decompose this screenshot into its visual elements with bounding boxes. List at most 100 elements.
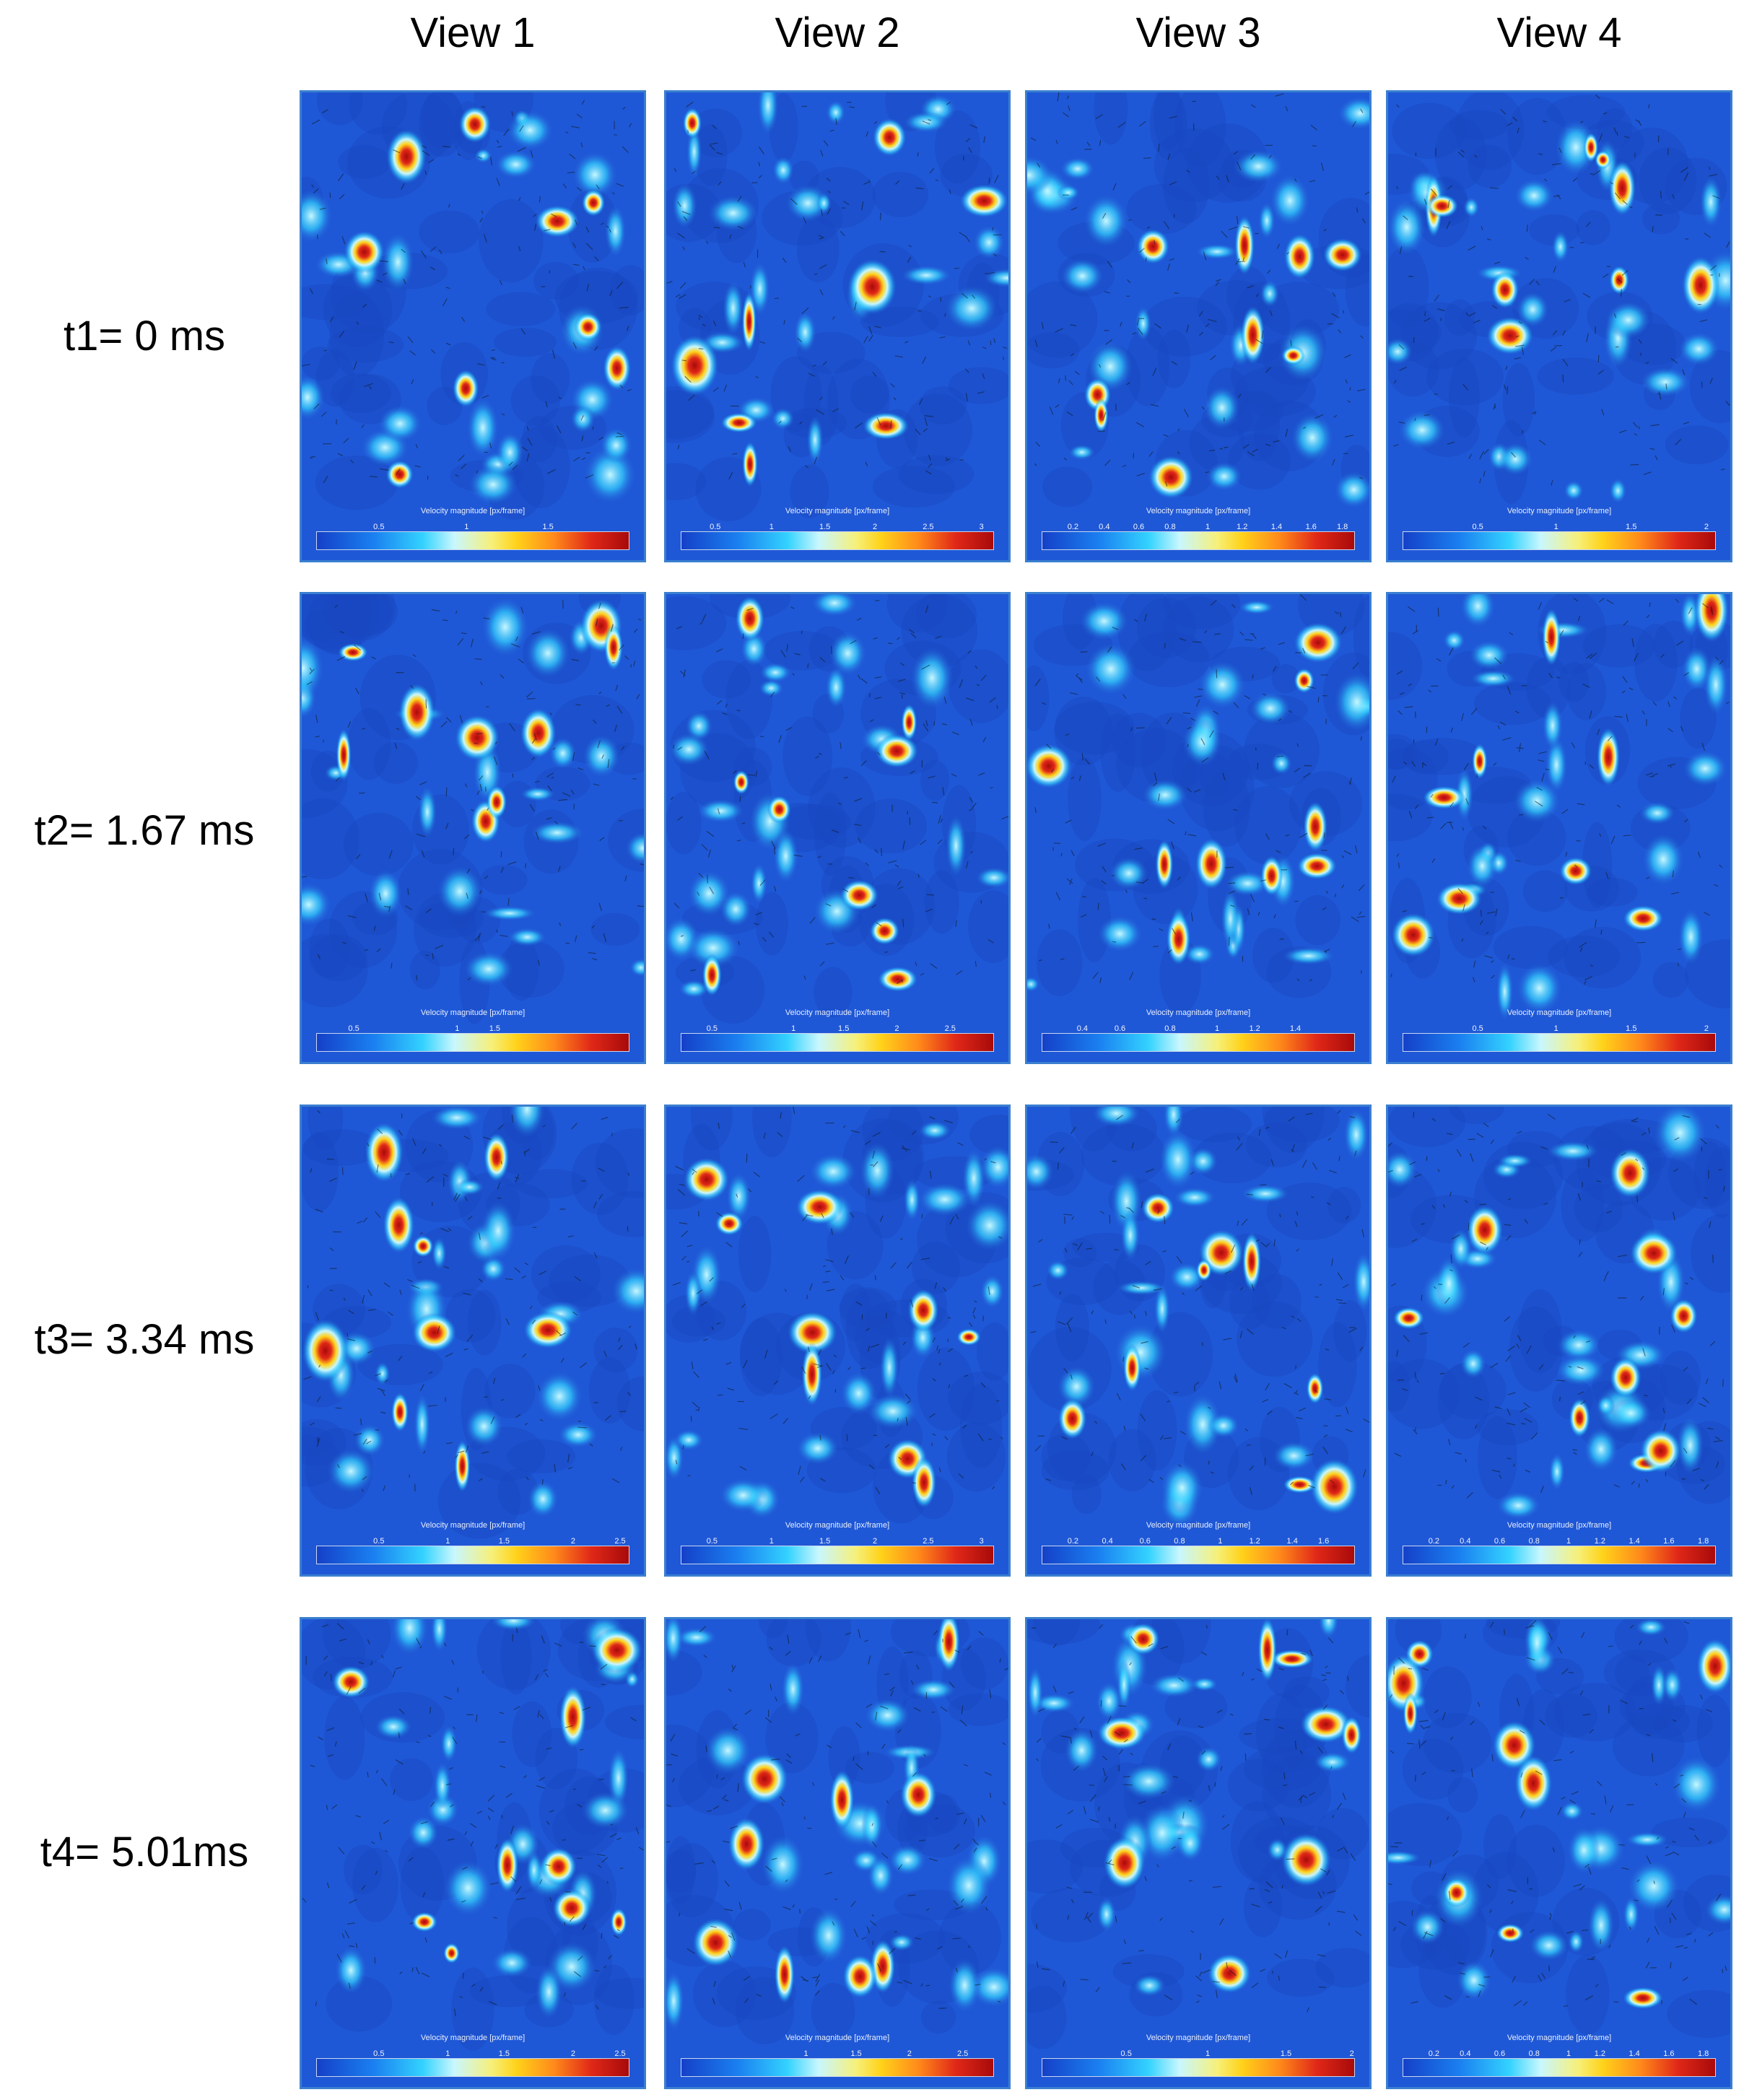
colorbar-tick-label: 2 [570, 1537, 575, 1546]
velocity-panel: Velocity magnitude [px/frame] 0.5 1 1.5 2 [1025, 1617, 1372, 2089]
colorbar-tick-label: 2 [570, 2049, 575, 2058]
colorbar-ticks: 0.2 0.4 0.6 0.8 1 1.2 1.4 1.6 1.8 [1403, 2049, 1716, 2060]
velocity-field-image [302, 92, 644, 560]
row-label-t1: t1= 0 ms [63, 312, 226, 360]
row-label-t2: t2= 1.67 ms [34, 806, 255, 854]
colorbar-tick-label: 1.4 [1286, 1537, 1298, 1546]
colorbar-tick-label: 1 [1553, 1024, 1558, 1033]
colorbar-tick-label: 1.5 [850, 2049, 862, 2058]
velocity-panel: Velocity magnitude [px/frame] 0.4 0.6 0.8 1 1… [1025, 592, 1372, 1064]
colorbar-tick-label: 0.5 [706, 1024, 718, 1033]
colorbar-tick-label: 1.2 [1594, 1537, 1606, 1546]
col-header-view-3: View 3 [1135, 9, 1261, 56]
colorbar-legend: Velocity magnitude [px/frame] 0.5 1 1.5 2 2.5 [672, 1008, 1003, 1056]
colorbar-tick-label: 1.5 [838, 1024, 850, 1033]
colorbar-tick-label: 0.8 [1174, 1537, 1185, 1546]
colorbar-legend: Velocity magnitude [px/frame] 0.5 1 1.5 2 2.5… [672, 1521, 1003, 1569]
colorbar-ticks: 0.2 0.4 0.6 0.8 1 1.2 1.4 1.6 [1042, 1537, 1355, 1547]
colorbar-tick-label: 0.5 [348, 1024, 359, 1033]
colorbar-ticks: 0.5 1 1.5 [316, 1024, 629, 1034]
colorbar-legend: Velocity magnitude [px/frame] 0.5 1 1.5 2 2.5 [308, 2034, 638, 2081]
colorbar-tick-label: 1.5 [1280, 2049, 1292, 2058]
colorbar-tick-label: 2 [1349, 2049, 1354, 2058]
velocity-field-image [666, 92, 1008, 560]
colorbar-title: Velocity magnitude [px/frame] [1146, 1521, 1251, 1530]
colorbar-ticks: 0.5 1 1.5 2 2.5 3 [681, 1537, 994, 1547]
colorbar-tick-label: 0.5 [706, 1537, 718, 1546]
velocity-field-image [666, 1107, 1008, 1574]
colorbar-legend: Velocity magnitude [px/frame] 0.4 0.6 0.8 1 1… [1033, 1008, 1364, 1056]
colorbar-legend: Velocity magnitude [px/frame] 0.5 1 1.5 2 [1033, 2034, 1364, 2081]
colorbar-tick-label: 0.6 [1139, 1537, 1151, 1546]
colorbar-tick-label: 2.5 [614, 2049, 626, 2058]
colorbar-tick-label: 0.5 [710, 523, 721, 531]
velocity-field-image [1027, 1619, 1369, 2087]
velocity-panel: Velocity magnitude [px/frame] 0.5 1 1.5 2 2.5… [664, 90, 1011, 562]
colorbar-legend: Velocity magnitude [px/frame] 0.2 0.4 0.6 0.… [1394, 2034, 1725, 2081]
colorbar-tick-label: 2.5 [956, 2049, 969, 2058]
colorbar-gradient [1403, 2058, 1716, 2077]
colorbar-title: Velocity magnitude [px/frame] [1507, 2034, 1612, 2042]
colorbar-gradient [316, 1546, 629, 1564]
colorbar-ticks: 0.2 0.4 0.6 0.8 1 1.2 1.4 1.6 1.8 [1042, 523, 1355, 533]
velocity-panel: Velocity magnitude [px/frame] 0.2 0.4 0.6 0.… [1025, 1105, 1372, 1577]
colorbar-tick-label: 0.6 [1114, 1024, 1126, 1033]
colorbar-tick-label: 1.2 [1249, 1024, 1260, 1033]
colorbar-tick-label: 1.6 [1663, 2049, 1675, 2058]
colorbar-tick-label: 1 [1566, 1537, 1571, 1546]
colorbar-gradient [681, 531, 994, 550]
colorbar-tick-label: 1 [455, 1024, 460, 1033]
colorbar-tick-label: 0.5 [1472, 1024, 1483, 1033]
colorbar-tick-label: 1.2 [1594, 2049, 1606, 2058]
colorbar-tick-label: 0.5 [373, 2049, 385, 2058]
colorbar-ticks: 1 1.5 2 2.5 [681, 2049, 994, 2060]
colorbar-tick-label: 1.6 [1305, 523, 1317, 531]
colorbar-tick-label: 1.6 [1663, 1537, 1675, 1546]
velocity-panel: Velocity magnitude [px/frame] 0.5 1 1.5 [300, 592, 646, 1064]
colorbar-tick-label: 1.8 [1336, 523, 1348, 531]
velocity-field-image [1388, 92, 1730, 560]
colorbar-tick-label: 1.8 [1697, 2049, 1709, 2058]
colorbar-legend: Velocity magnitude [px/frame] 0.2 0.4 0.6 0.… [1033, 507, 1364, 554]
colorbar-tick-label: 1 [803, 2049, 808, 2058]
colorbar-tick-label: 1 [1214, 1024, 1220, 1033]
colorbar-gradient [681, 2058, 994, 2077]
colorbar-tick-label: 0.6 [1494, 2049, 1506, 2058]
row-label-t3: t3= 3.34 ms [34, 1315, 255, 1363]
velocity-field-image [1388, 1107, 1730, 1574]
colorbar-title: Velocity magnitude [px/frame] [1507, 1521, 1612, 1530]
colorbar-legend: Velocity magnitude [px/frame] 0.2 0.4 0.6 0.… [1394, 1521, 1725, 1569]
colorbar-tick-label: 1.5 [1626, 1024, 1637, 1033]
colorbar-title: Velocity magnitude [px/frame] [785, 1008, 890, 1017]
colorbar-tick-label: 0.2 [1428, 1537, 1440, 1546]
colorbar-tick-label: 1 [769, 1537, 774, 1546]
colorbar-tick-label: 0.8 [1164, 523, 1176, 531]
colorbar-tick-label: 0.4 [1076, 1024, 1089, 1033]
velocity-panel: Velocity magnitude [px/frame] 0.5 1 1.5 2 2.5 [300, 1617, 646, 2089]
colorbar-tick-label: 1.4 [1629, 2049, 1640, 2058]
colorbar-ticks: 0.4 0.6 0.8 1 1.2 1.4 [1042, 1024, 1355, 1034]
colorbar-tick-label: 1 [464, 523, 469, 531]
velocity-field-image [666, 1619, 1008, 2087]
colorbar-tick-label: 0.8 [1164, 1024, 1176, 1033]
colorbar-tick-label: 1 [791, 1024, 796, 1033]
colorbar-tick-label: 0.6 [1133, 523, 1145, 531]
velocity-field-image [1027, 594, 1369, 1062]
colorbar-title: Velocity magnitude [px/frame] [420, 1008, 526, 1017]
colorbar-legend: Velocity magnitude [px/frame] 0.5 1 1.5 2 2.5 [308, 1521, 638, 1569]
colorbar-title: Velocity magnitude [px/frame] [785, 2034, 890, 2042]
colorbar-tick-label: 0.2 [1067, 523, 1079, 531]
colorbar-tick-label: 2.5 [614, 1537, 626, 1546]
colorbar-tick-label: 1.6 [1317, 1537, 1330, 1546]
colorbar-tick-label: 1.5 [542, 523, 554, 531]
colorbar-legend: Velocity magnitude [px/frame] 0.5 1 1.5 2 [1394, 507, 1725, 554]
colorbar-title: Velocity magnitude [px/frame] [420, 507, 526, 515]
colorbar-gradient [1042, 1546, 1355, 1564]
velocity-field-image [1027, 1107, 1369, 1574]
velocity-field-image [302, 594, 644, 1062]
velocity-panel: Velocity magnitude [px/frame] 0.2 0.4 0.6 0.… [1386, 1105, 1732, 1577]
velocity-field-image [1388, 594, 1730, 1062]
colorbar-ticks: 0.5 1 1.5 2 2.5 [681, 1024, 994, 1034]
colorbar-tick-label: 1.4 [1629, 1537, 1640, 1546]
colorbar-tick-label: 0.4 [1102, 1537, 1113, 1546]
